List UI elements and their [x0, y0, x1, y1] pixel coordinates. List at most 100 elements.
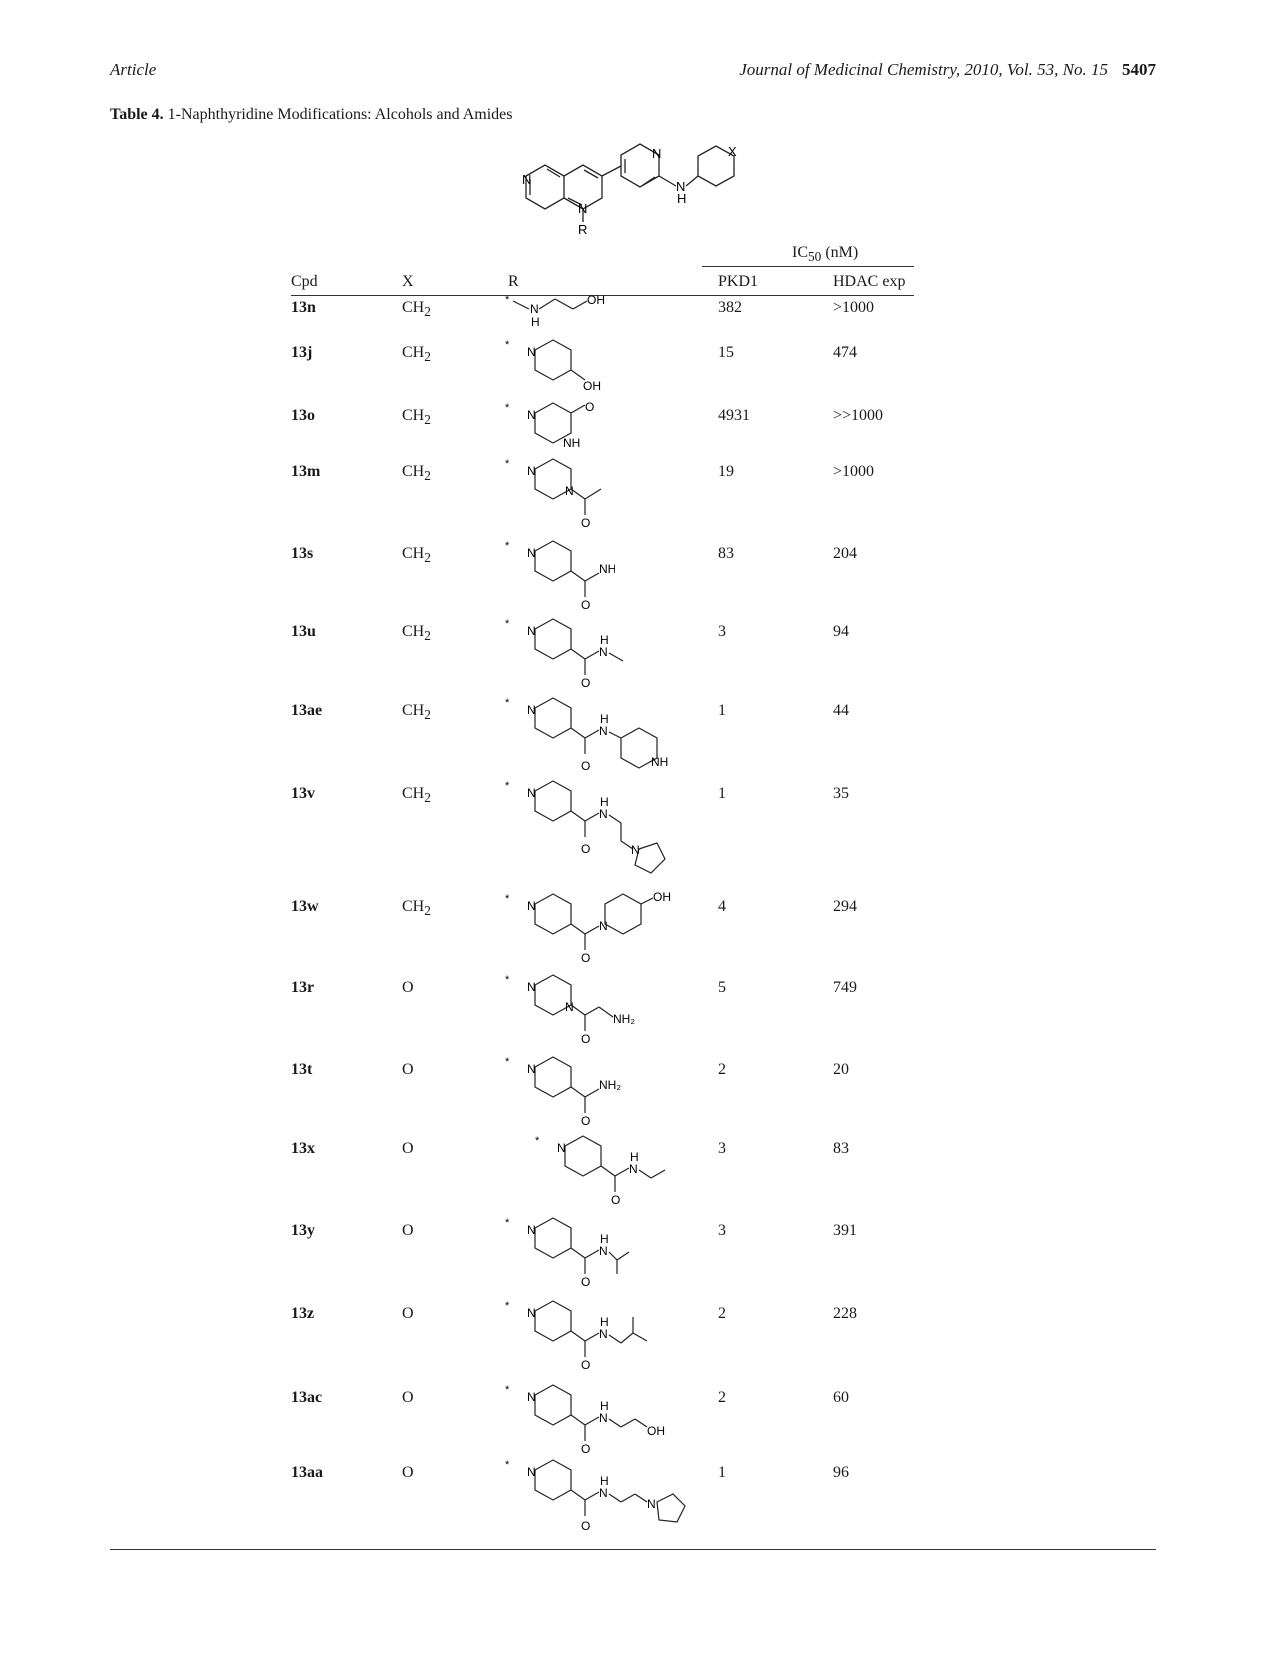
hdac-cell: 204	[833, 545, 857, 562]
hdac-cell: 749	[833, 979, 857, 996]
pkd1-cell: 83	[718, 545, 734, 562]
svg-text:O: O	[581, 951, 590, 964]
x-cell: O	[402, 1222, 414, 1239]
svg-text:N: N	[527, 786, 536, 800]
pkd1-cell: 3	[718, 623, 726, 640]
svg-text:OH: OH	[647, 1424, 665, 1438]
svg-text:N: N	[527, 1223, 536, 1237]
scaffold-atom-h: H	[677, 191, 686, 206]
svg-text:H: H	[531, 315, 540, 329]
svg-text:N: N	[647, 1497, 656, 1511]
pkd1-cell: 1	[718, 1464, 726, 1481]
svg-text:H: H	[600, 1399, 609, 1413]
svg-text:N: N	[527, 1062, 536, 1076]
hdac-cell: 94	[833, 623, 849, 640]
pkd1-cell: 1	[718, 785, 726, 802]
svg-text:OH: OH	[653, 892, 671, 904]
scaffold-atom-n4: N	[676, 179, 685, 194]
svg-text:O: O	[581, 759, 590, 772]
cpd-cell: 13o	[291, 407, 315, 424]
svg-text:*: *	[505, 1056, 510, 1068]
x-cell: CH2	[402, 785, 431, 806]
svg-text:O: O	[581, 516, 590, 529]
x-cell: O	[402, 1389, 414, 1406]
page-number: 5407	[1122, 60, 1156, 79]
svg-text:N: N	[599, 1486, 608, 1500]
journal-citation: Journal of Medicinal Chemistry, 2010, Vo…	[739, 60, 1108, 79]
svg-text:*: *	[505, 458, 510, 470]
svg-text:NH₂: NH₂	[613, 1012, 635, 1026]
x-cell: CH2	[402, 407, 431, 428]
svg-text:N: N	[527, 1306, 536, 1320]
hdac-cell: 294	[833, 898, 857, 915]
column-header-rule	[291, 295, 914, 296]
svg-text:H: H	[630, 1150, 639, 1164]
svg-text:*: *	[505, 1217, 510, 1229]
svg-text:H: H	[600, 1315, 609, 1329]
svg-text:*: *	[505, 974, 510, 986]
pkd1-cell: 5	[718, 979, 726, 996]
svg-text:*: *	[505, 294, 510, 306]
cpd-cell: 13w	[291, 898, 319, 915]
svg-text:O: O	[581, 676, 590, 689]
running-header-journal: Journal of Medicinal Chemistry, 2010, Vo…	[739, 60, 1156, 80]
svg-text:O: O	[581, 1275, 590, 1288]
scaffold-atom-n1: N	[522, 172, 531, 187]
x-cell: O	[402, 1464, 414, 1481]
svg-text:*: *	[535, 1135, 540, 1147]
svg-text:NH: NH	[651, 755, 668, 769]
r-group-structure: * N OH	[505, 339, 601, 393]
cpd-cell: 13j	[291, 344, 313, 361]
pkd1-cell: 1	[718, 702, 726, 719]
ic50-header-rule	[702, 266, 914, 267]
svg-text:N: N	[599, 1411, 608, 1425]
svg-text:NH₂: NH₂	[599, 562, 615, 576]
column-header-cpd: Cpd	[291, 273, 318, 290]
x-cell: O	[402, 979, 414, 996]
r-group-structure: * N NH₂ O	[505, 540, 615, 611]
cpd-cell: 13y	[291, 1222, 315, 1239]
svg-text:O: O	[581, 842, 590, 856]
svg-text:NH₂: NH₂	[599, 1078, 621, 1092]
cpd-cell: 13ac	[291, 1389, 323, 1406]
cpd-cell: 13aa	[291, 1464, 323, 1481]
pkd1-cell: 19	[718, 463, 734, 480]
table-caption-text: 1-Naphthyridine Modifications: Alcohols …	[167, 106, 513, 123]
scaffold-atom-n3: N	[652, 146, 661, 161]
table-caption-label: Table 4.	[110, 106, 164, 123]
x-cell: O	[402, 1061, 414, 1078]
svg-text:N: N	[565, 1000, 574, 1014]
svg-text:N: N	[599, 645, 608, 659]
svg-text:*: *	[505, 540, 510, 552]
hdac-cell: >>1000	[833, 407, 884, 424]
pkd1-cell: 2	[718, 1305, 726, 1322]
cpd-cell: 13u	[291, 623, 316, 640]
scaffold-structure: N N N N H X R	[522, 143, 737, 237]
svg-text:N: N	[599, 724, 608, 738]
svg-text:N: N	[527, 703, 536, 717]
svg-text:N: N	[629, 1162, 638, 1176]
svg-text:H: H	[600, 1232, 609, 1246]
x-cell: CH2	[402, 545, 431, 566]
pkd1-cell: 15	[718, 344, 734, 361]
svg-text:OH: OH	[587, 293, 605, 307]
svg-text:O: O	[581, 1519, 590, 1533]
pkd1-cell: 4931	[718, 407, 750, 424]
svg-text:H: H	[600, 633, 609, 647]
x-cell: CH2	[402, 623, 431, 644]
scaffold-atom-r: R	[578, 222, 587, 237]
svg-text:O: O	[581, 1032, 590, 1045]
cpd-cell: 13t	[291, 1061, 313, 1078]
x-cell: CH2	[402, 463, 431, 484]
svg-text:*: *	[505, 780, 510, 792]
column-header-x: X	[402, 273, 414, 290]
svg-text:O: O	[581, 598, 590, 611]
svg-text:N: N	[599, 1244, 608, 1258]
svg-text:*: *	[505, 402, 510, 414]
svg-text:N: N	[527, 1390, 536, 1404]
svg-text:N: N	[530, 302, 539, 316]
x-cell: CH2	[402, 344, 431, 365]
